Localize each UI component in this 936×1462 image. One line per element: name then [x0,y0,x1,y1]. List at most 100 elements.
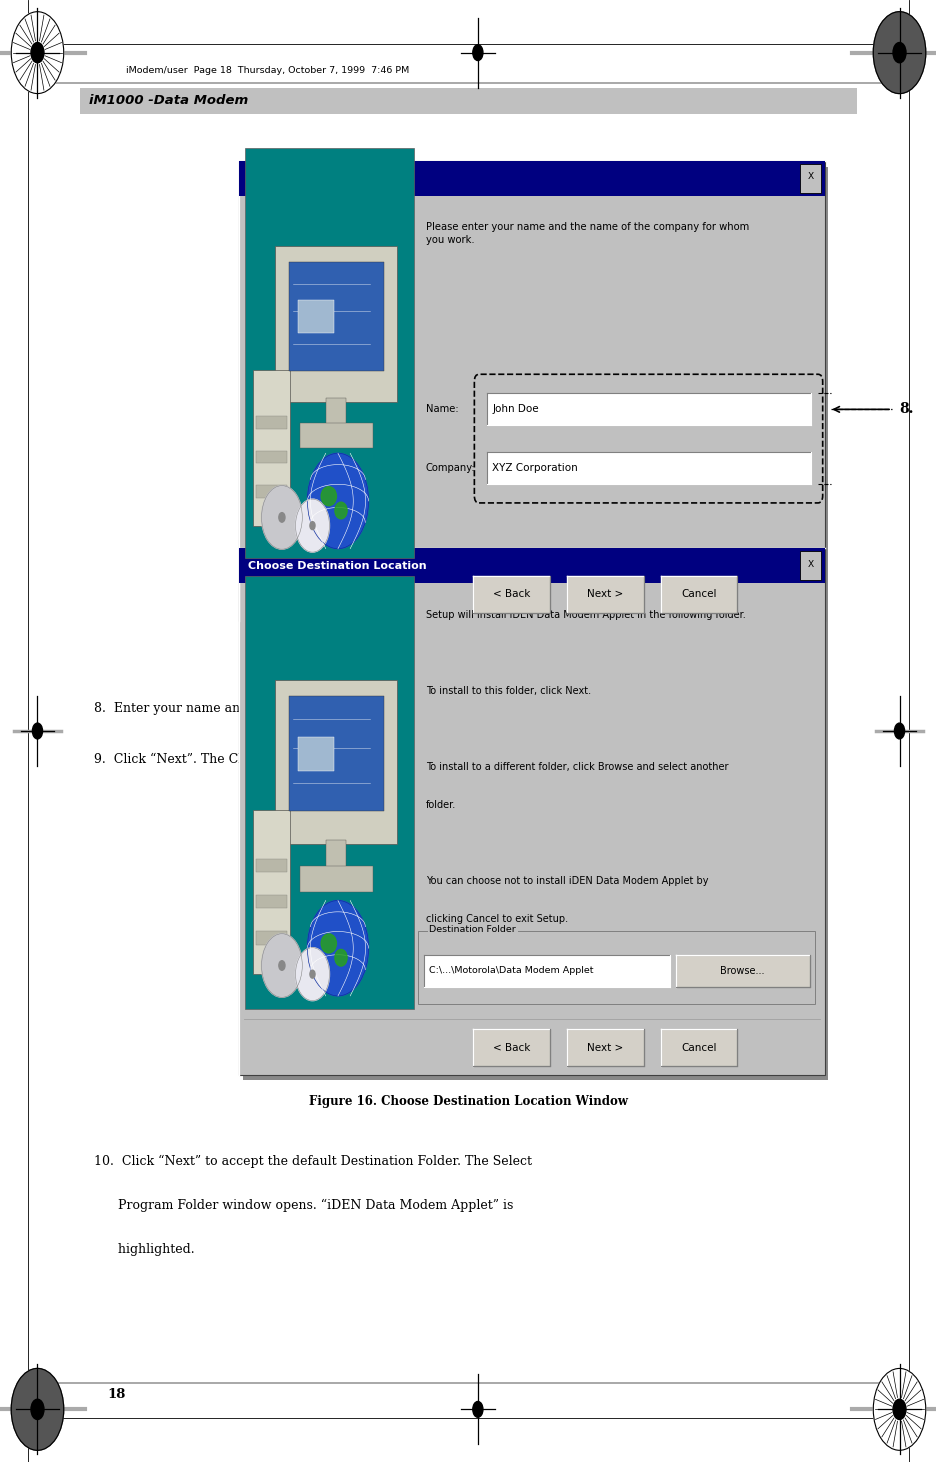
Bar [80,88,856,114]
Bar [799,551,820,580]
Text: To install to a different folder, click Browse and select another: To install to a different folder, click … [425,762,727,772]
Text: C:\...\Motorola\Data Modem Applet: C:\...\Motorola\Data Modem Applet [429,966,593,975]
Circle shape [310,971,314,978]
Text: Cancel: Cancel [680,1042,716,1053]
Text: Figure 16. Choose Destination Location Window: Figure 16. Choose Destination Location W… [309,1095,627,1108]
Bar [253,810,290,974]
Text: iM1000 -Data Modem: iM1000 -Data Modem [89,95,248,107]
Circle shape [31,42,44,63]
Circle shape [310,522,314,529]
Text: User Information: User Information [248,174,354,183]
Bar [326,841,345,870]
Ellipse shape [321,934,336,953]
Circle shape [894,724,903,738]
Bar [288,262,384,371]
Text: X: X [807,560,812,569]
Text: Please enter your name and the name of the company for whom
you work.: Please enter your name and the name of t… [425,222,748,246]
Bar [473,1029,549,1066]
Ellipse shape [334,501,346,519]
Bar [239,161,824,196]
Bar [239,548,824,583]
Circle shape [892,1399,905,1420]
Bar [486,452,810,484]
Bar [253,370,290,526]
Circle shape [473,1402,482,1417]
Text: To install to this folder, click Next.: To install to this folder, click Next. [425,686,590,696]
Bar [675,955,809,987]
Text: Next >: Next > [587,589,622,599]
Bar [799,164,820,193]
Bar [256,860,287,873]
Bar [256,450,287,463]
Circle shape [872,1368,925,1450]
Text: 8.: 8. [899,402,913,417]
Bar [298,300,334,333]
Circle shape [11,1368,64,1450]
Bar [660,576,737,613]
Bar [486,393,810,425]
Bar [242,167,827,627]
Text: < Back: < Back [492,589,530,599]
Bar [256,417,287,428]
Bar [288,696,384,811]
Circle shape [892,42,905,63]
Text: Choose Destination Location: Choose Destination Location [248,561,427,570]
Circle shape [261,934,302,997]
Ellipse shape [321,487,336,506]
Text: clicking Cancel to exit Setup.: clicking Cancel to exit Setup. [425,914,567,924]
Bar [239,548,824,1075]
Text: X: X [807,173,812,181]
Bar [300,423,373,447]
Text: highlighted.: highlighted. [94,1243,194,1256]
Bar [566,576,643,613]
Ellipse shape [334,949,346,966]
Text: John Doe: John Doe [491,405,538,414]
Bar [242,554,827,1080]
Bar [423,955,669,987]
Text: Name:: Name: [425,405,458,414]
Bar [256,895,287,908]
Circle shape [307,901,368,996]
Text: 9.  Click “Next”. The Choose Destination Location window opens.: 9. Click “Next”. The Choose Destination … [94,753,508,766]
Text: < Back: < Back [492,1042,530,1053]
Bar [244,576,414,1009]
Bar [566,1029,643,1066]
Bar [244,148,414,558]
Circle shape [307,453,368,548]
Circle shape [279,513,285,522]
Bar [300,866,373,892]
Text: 18: 18 [108,1389,126,1401]
Text: 10.  Click “Next” to accept the default Destination Folder. The Select: 10. Click “Next” to accept the default D… [94,1155,531,1168]
Circle shape [31,1399,44,1420]
Bar [298,737,334,770]
Text: Program Folder window opens. “iDEN Data Modem Applet” is: Program Folder window opens. “iDEN Data … [94,1199,513,1212]
Text: folder.: folder. [425,800,456,810]
Text: 8.  Enter your name and company, if it is not displayed.: 8. Enter your name and company, if it is… [94,702,444,715]
Bar [326,398,345,427]
Bar [473,576,549,613]
Text: XYZ Corporation: XYZ Corporation [491,463,578,472]
Circle shape [872,12,925,94]
Text: You can choose not to install iDEN Data Modem Applet by: You can choose not to install iDEN Data … [425,876,708,886]
Text: Setup will install iDEN Data Modem Applet in the following folder.: Setup will install iDEN Data Modem Apple… [425,610,744,620]
Text: Cancel: Cancel [680,589,716,599]
Text: Company:: Company: [425,463,475,472]
Text: iModem/user  Page 18  Thursday, October 7, 1999  7:46 PM: iModem/user Page 18 Thursday, October 7,… [126,66,409,75]
Text: Destination Folder: Destination Folder [429,925,516,934]
Text: Figure 15. User Information Window: Figure 15. User Information Window [346,642,590,655]
Circle shape [295,499,329,553]
Bar [660,1029,737,1066]
Circle shape [279,961,285,971]
Circle shape [11,12,64,94]
Circle shape [295,947,329,1000]
Bar [275,246,397,402]
Bar [275,680,397,845]
Bar [239,161,824,621]
Text: Next >: Next > [587,1042,622,1053]
Circle shape [33,724,42,738]
Circle shape [473,45,482,60]
Circle shape [261,485,302,550]
Bar [256,485,287,497]
Bar [256,931,287,944]
Bar [417,931,814,1004]
